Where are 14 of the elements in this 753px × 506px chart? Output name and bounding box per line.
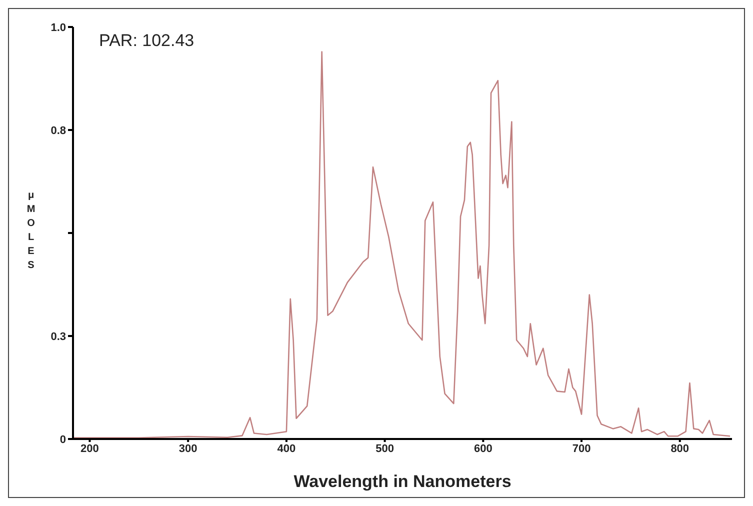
x-axis-title: Wavelength in Nanometers xyxy=(294,472,512,491)
x-tick-label: 400 xyxy=(277,442,296,455)
y-axis-title: μMOLES xyxy=(26,190,36,271)
x-tick-label: 300 xyxy=(178,442,198,455)
y-tick-label: 0.8 xyxy=(50,124,66,137)
y-tick-label: 0 xyxy=(60,434,66,446)
x-tick-label: 800 xyxy=(670,442,690,455)
y-tick-label: 0.3 xyxy=(50,330,66,343)
x-tick-label: 700 xyxy=(572,442,591,455)
y-tick-label: 1.0 xyxy=(50,22,66,34)
annotation: PAR: 102.43 xyxy=(99,31,194,51)
x-tick-label: 500 xyxy=(376,442,394,455)
x-tick-label: 200 xyxy=(80,442,99,455)
x-tick-label: 600 xyxy=(474,442,492,455)
